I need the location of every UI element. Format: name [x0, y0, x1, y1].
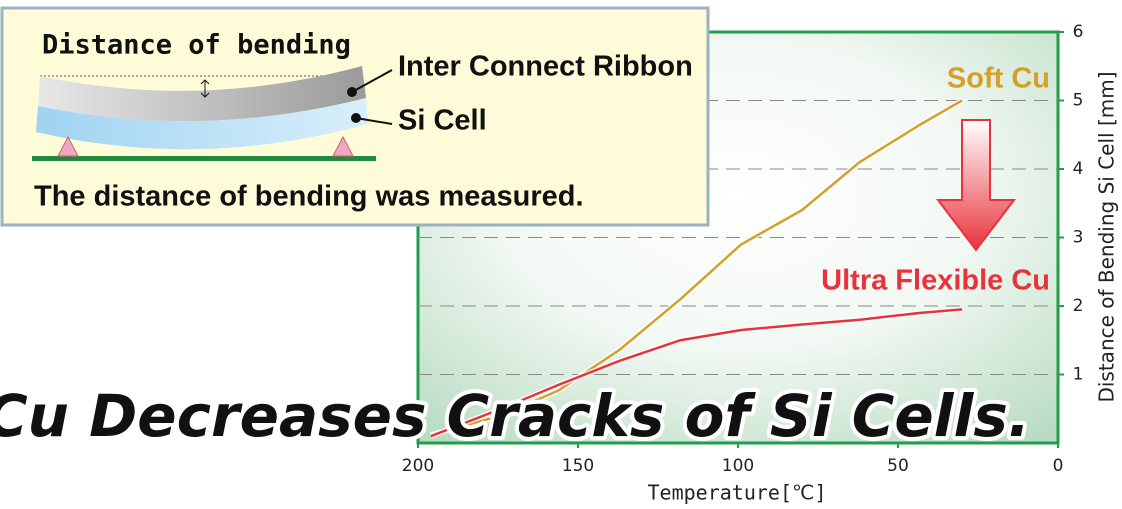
leader-dot: [347, 87, 357, 97]
series-label: Soft Cu: [947, 63, 1050, 95]
cell-label: Si Cell: [398, 105, 487, 137]
leader-dot: [351, 113, 361, 123]
inset-caption: The distance of bending was measured.: [34, 181, 584, 213]
y-tick-label: 5: [1073, 91, 1084, 111]
x-tick-label: 100: [722, 456, 754, 476]
base: [32, 156, 376, 161]
inset-title: Distance of bending: [42, 30, 351, 61]
chart: Soft Cu Ultra Flexible Cu Temperature[℃]…: [0, 0, 1122, 509]
x-tick-label: 150: [562, 456, 594, 476]
series-label: Ultra Flexible Cu: [821, 265, 1050, 297]
ribbon-label: Inter Connect Ribbon: [398, 51, 693, 83]
y-tick-label: 6: [1073, 22, 1084, 42]
inset: Distance of bending Inter Connect Ribbon…: [2, 8, 708, 225]
y-tick-label: 1: [1073, 365, 1084, 385]
y-tick-label: 2: [1073, 296, 1084, 316]
x-axis-label: Temperature[℃]: [648, 481, 827, 505]
headline: a Flexible Cu Decreases Cracks of Si Cel…: [0, 382, 1030, 450]
y-tick-label: 4: [1073, 159, 1084, 179]
x-tick-label: 0: [1053, 456, 1064, 476]
x-tick-label: 200: [402, 456, 434, 476]
y-tick-label: 3: [1073, 228, 1084, 248]
y-axis-label: Distance of Bending Si Cell [mm]: [1095, 71, 1119, 402]
x-tick-label: 50: [887, 456, 909, 476]
